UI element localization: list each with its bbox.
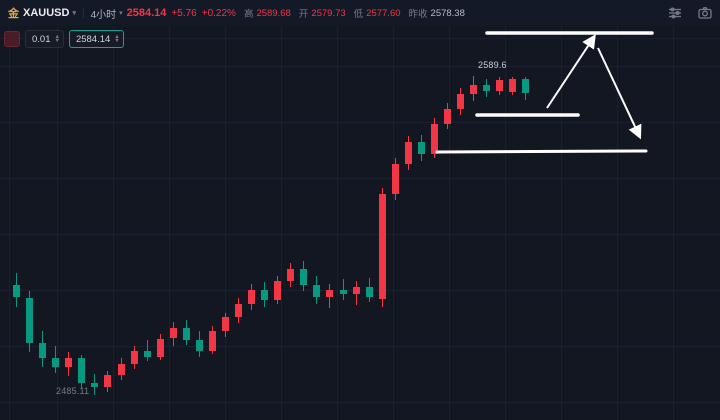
symbol-name: XAUUSD [23,7,70,19]
candle [208,330,216,351]
candle [287,268,295,281]
candle [313,285,321,298]
stat-prev-close: 昨收 2578.38 [408,7,465,21]
candle [169,327,177,339]
candle [444,108,451,125]
candle [339,289,347,295]
candle [248,289,256,304]
candle [78,358,86,383]
chevron-down-icon: ▾ [72,10,76,17]
candle [261,289,269,301]
chart-header: 金 XAUUSD ▾ | 4小时 ▾ 2584.14 +5.76 +0.22% … [0,0,720,26]
candle [130,350,138,365]
arrow-drawing[interactable] [597,47,642,140]
candle [195,340,203,351]
candle [143,350,151,357]
sell-color-chip[interactable] [4,31,20,47]
candle [404,142,412,164]
stepper-arrows-icon[interactable]: ▲ ▼ [54,33,60,44]
candle [457,93,464,109]
quick-order-panel: 0.01 ▲ ▼ 2584.14 ▲ ▼ [4,30,124,48]
candle [26,297,34,344]
candle [235,303,242,318]
candle [52,358,60,368]
header-toolbar [668,6,712,20]
candle [496,80,504,91]
candle [430,124,438,155]
candle [156,338,164,357]
price-change-pct: +0.22% [201,7,236,19]
horizontal-line-drawing[interactable] [435,149,648,154]
candle [65,358,73,368]
candle [326,289,334,298]
divider: | [81,7,85,19]
candle [470,84,478,94]
candle [378,194,386,299]
quantity-stepper[interactable]: 0.01 ▲ ▼ [25,30,64,48]
price-value: 2584.14 [75,33,111,45]
chevron-down-icon: ▾ [119,10,123,17]
candle [182,327,190,341]
price-label: 2589.6 [478,60,507,70]
indicator-panel-icon[interactable] [668,6,682,20]
candle [91,382,99,388]
price-label: 2485.11 [56,386,90,396]
candle [365,286,373,298]
stepper-arrows-icon[interactable]: ▲ ▼ [114,33,120,44]
candle [274,280,282,301]
stat-high: 高 2589.68 [243,7,291,21]
camera-icon[interactable] [698,6,712,20]
timeframe-button[interactable]: 4小时 ▾ [91,6,123,21]
candle [483,84,491,91]
candle [39,343,47,359]
candle [352,286,360,295]
candle [417,142,425,155]
candle-wick [146,340,148,362]
last-price: 2584.14 [126,7,167,19]
candle [522,78,530,94]
candle [117,364,125,375]
price-input[interactable]: 2584.14 ▲ ▼ [68,30,124,48]
price-change: +5.76 [171,7,197,19]
candle [509,78,517,93]
candle [300,268,308,286]
gold-symbol-icon: 金 [8,8,19,20]
candle-wick [342,279,344,301]
quantity-value: 0.01 [32,33,51,45]
stat-open: 开 2579.73 [298,7,346,21]
timeframe-label: 4小时 [90,9,117,21]
candle [391,163,399,194]
symbol-button[interactable]: XAUUSD ▾ [23,7,76,19]
stat-low: 低 2577.60 [353,7,401,21]
candle [222,317,229,331]
arrow-drawing[interactable] [546,34,596,109]
candle [104,375,112,388]
candle [13,285,20,298]
